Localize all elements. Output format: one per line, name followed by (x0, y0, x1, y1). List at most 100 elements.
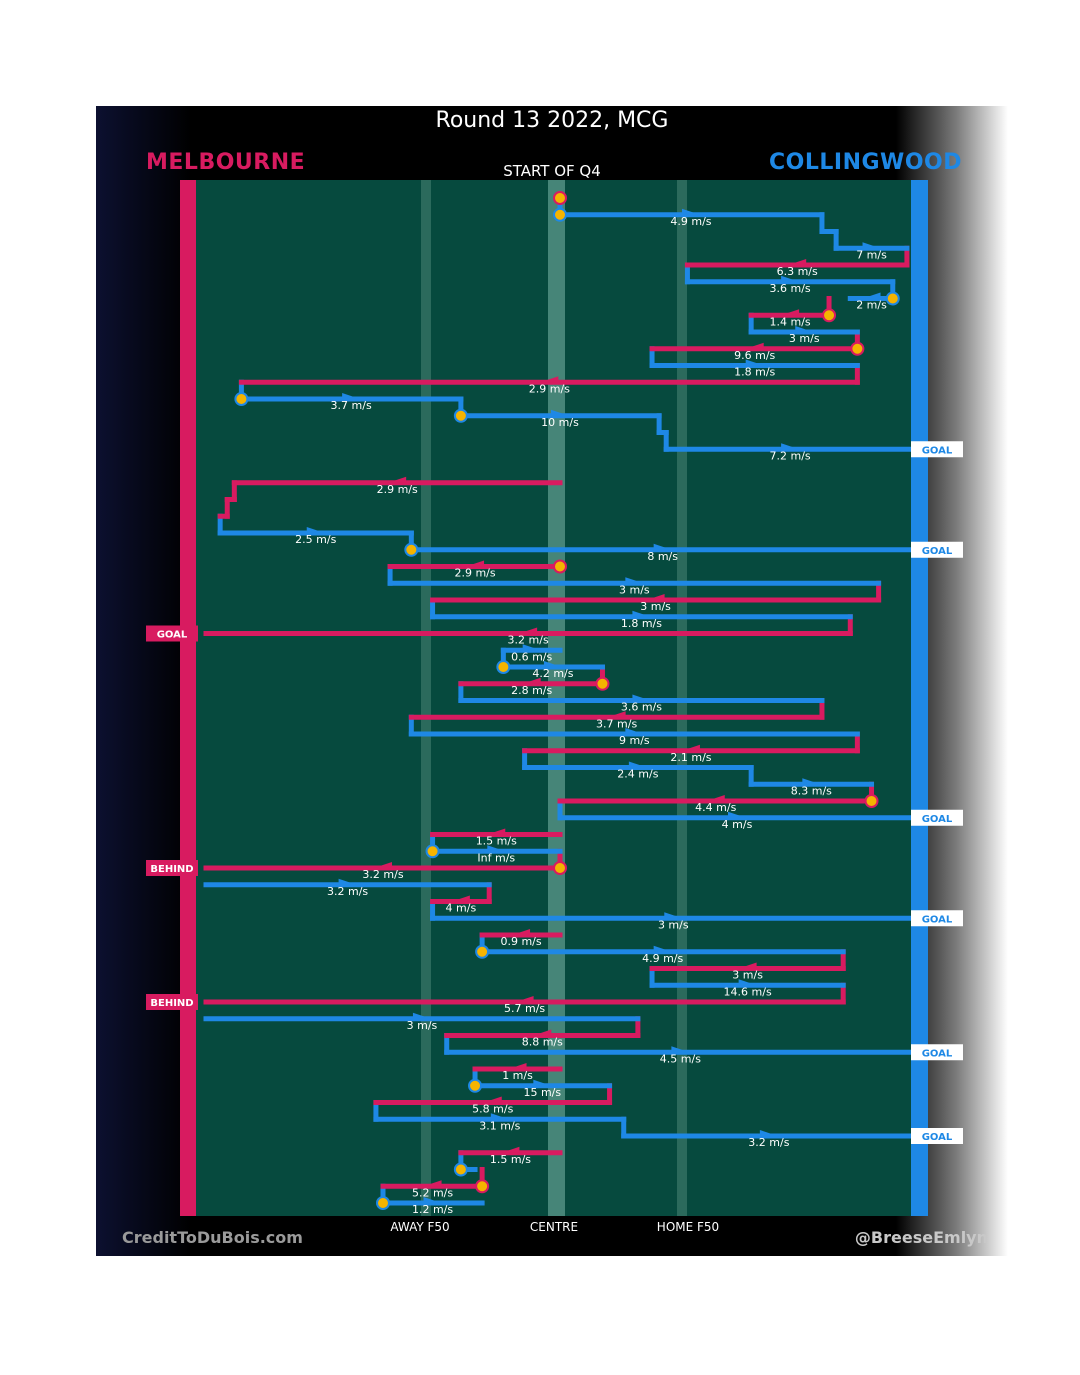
possession-change-marker (425, 844, 440, 859)
speed-label: 0.6 m/s (511, 650, 552, 663)
centre-label: CENTRE (529, 1220, 579, 1234)
possession-change-marker (553, 207, 567, 222)
possession-change-marker (453, 1162, 468, 1177)
outcome-badge-text: GOAL (922, 814, 953, 825)
direction-arrow (788, 259, 807, 265)
speed-label: 2.8 m/s (511, 684, 552, 697)
speed-label: 2.4 m/s (617, 768, 658, 781)
speed-label: 4.5 m/s (660, 1052, 701, 1065)
direction-arrow (490, 1113, 509, 1120)
direction-arrow (533, 1079, 552, 1086)
speed-label: 1.8 m/s (734, 366, 775, 379)
possession-change-marker (553, 191, 567, 205)
direction-arrow (632, 694, 651, 701)
speed-label: 15 m/s (523, 1086, 561, 1099)
goal-badge: GOAL (911, 809, 963, 826)
possession-change-marker (850, 341, 865, 356)
speed-label: 3 m/s (658, 918, 689, 931)
direction-arrow (781, 443, 800, 450)
speed-label: 2.9 m/s (454, 567, 495, 580)
away-team-name: COLLINGWOOD (769, 150, 962, 175)
direction-arrow (501, 1146, 520, 1153)
direction-arrow (522, 644, 541, 651)
goal-badge: GOAL (146, 625, 198, 642)
direction-arrow (466, 560, 485, 567)
direction-arrow (451, 895, 470, 902)
speed-label: 3.6 m/s (621, 701, 662, 714)
speed-label: 3.2 m/s (362, 868, 403, 881)
direction-arrow (862, 292, 881, 299)
possession-change-marker (822, 308, 837, 323)
speed-label: 3 m/s (789, 332, 820, 345)
speed-label: 2.9 m/s (377, 483, 418, 496)
speed-label: 4.9 m/s (642, 952, 683, 965)
possession-change-marker (475, 944, 490, 959)
direction-arrow (781, 275, 800, 282)
goal-badge: GOAL (911, 910, 963, 927)
speed-label: 2 m/s (856, 299, 887, 312)
speed-label: 4.2 m/s (532, 667, 573, 680)
direction-arrow (543, 661, 562, 667)
speed-label: 3 m/s (407, 1019, 438, 1032)
direction-arrow (423, 1180, 442, 1187)
direction-arrow (781, 309, 800, 316)
direction-arrow (653, 945, 672, 952)
speed-label: 3.6 m/s (770, 282, 811, 295)
goal-badge: GOAL (911, 541, 963, 558)
speed-label: 3 m/s (732, 969, 763, 982)
possession-change-marker (468, 1078, 483, 1093)
direction-arrow (487, 845, 506, 852)
direction-arrow (487, 828, 506, 835)
start-of-quarter-label: START OF Q4 (503, 162, 601, 180)
collingwood-goal-column (911, 180, 928, 1216)
speed-label: 9.6 m/s (734, 349, 775, 362)
direction-arrow (681, 208, 700, 215)
chart-title: Round 13 2022, MCG (435, 108, 669, 133)
speed-label: 1.8 m/s (621, 617, 662, 630)
speed-label: Inf m/s (477, 851, 515, 864)
outcome-badge-box (911, 541, 963, 558)
outcome-badge-box (146, 860, 198, 876)
direction-arrow (522, 677, 541, 684)
speed-label: 8.3 m/s (791, 784, 832, 797)
direction-arrow (745, 342, 764, 349)
speed-label: 5.2 m/s (412, 1186, 453, 1199)
speed-label: 3.1 m/s (479, 1119, 520, 1132)
speed-label: 9 m/s (619, 734, 650, 747)
home-f50-label: HOME F50 (656, 1220, 720, 1234)
behind-badge: BEHIND (146, 860, 198, 876)
direction-arrow (607, 711, 626, 718)
outcome-badge-text: GOAL (922, 1132, 953, 1143)
speed-label: 3 m/s (619, 583, 650, 596)
speed-label: 3.7 m/s (331, 399, 372, 412)
direction-arrow (423, 1197, 442, 1203)
direction-arrow (745, 359, 764, 366)
direction-arrow (515, 996, 534, 1002)
outcome-badge-box (911, 441, 963, 458)
speed-label: 3 m/s (640, 600, 671, 613)
speed-label: 3.2 m/s (508, 634, 549, 647)
outcome-badge-text: GOAL (922, 914, 953, 925)
speed-label: 6.3 m/s (777, 265, 818, 278)
away-f50-label: AWAY F50 (390, 1220, 450, 1234)
speed-label: 1 m/s (502, 1069, 533, 1082)
direction-arrow (508, 1063, 527, 1069)
direction-arrow (342, 393, 361, 399)
outcome-badge-box (911, 910, 963, 927)
away-f50-line (421, 180, 431, 1216)
speed-label: 1.2 m/s (412, 1203, 453, 1216)
outcome-badge-text: BEHIND (150, 864, 193, 875)
direction-arrow (625, 577, 644, 584)
speed-label: 5.8 m/s (472, 1103, 513, 1116)
speed-label: 3.7 m/s (596, 717, 637, 730)
speed-label: 1.5 m/s (476, 835, 517, 848)
outcome-badge-box (911, 1044, 963, 1061)
direction-arrow (306, 527, 325, 533)
possession-change-marker (496, 660, 511, 674)
direction-arrow (664, 912, 683, 919)
goal-badge: GOAL (911, 441, 963, 458)
speed-label: 2.1 m/s (670, 751, 711, 764)
direction-arrow (632, 610, 651, 617)
direction-arrow (862, 242, 881, 249)
speed-label: 4 m/s (722, 818, 753, 831)
